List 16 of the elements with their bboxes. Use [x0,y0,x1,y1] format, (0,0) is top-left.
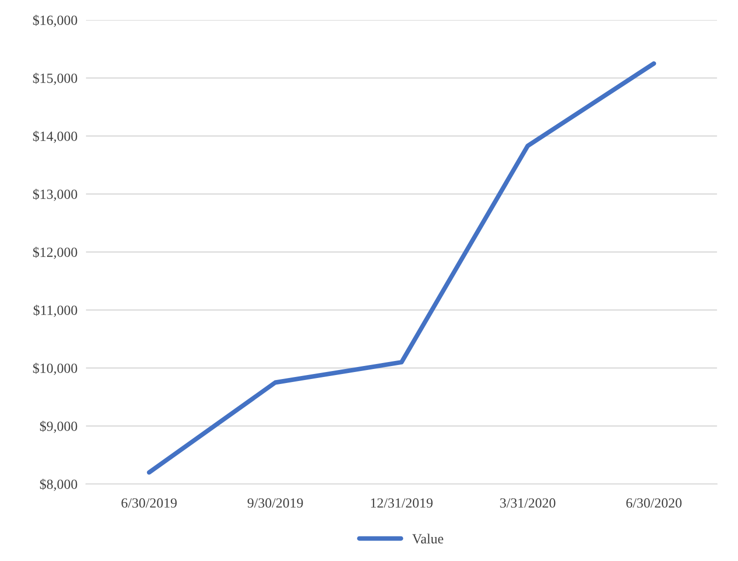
y-tick-label: $10,000 [33,362,78,375]
y-tick-label: $15,000 [33,72,78,85]
y-tick-label: $11,000 [34,304,78,317]
y-tick-label: $9,000 [40,420,78,433]
y-tick-label: $14,000 [33,130,78,143]
legend-label: Value [412,534,444,544]
x-tick-label: 6/30/2020 [626,498,682,508]
line-series [146,61,656,475]
x-tick-label: 12/31/2019 [371,498,433,508]
x-tick-label: 3/31/2020 [500,498,556,508]
y-tick-label: $16,000 [33,14,78,27]
y-tick-label: $12,000 [33,246,78,259]
x-tick-label: 6/30/2019 [122,498,177,508]
y-tick-label: $8,000 [40,478,78,491]
x-tick-label: 9/30/2019 [248,498,303,508]
y-tick-label: $13,000 [33,188,78,201]
